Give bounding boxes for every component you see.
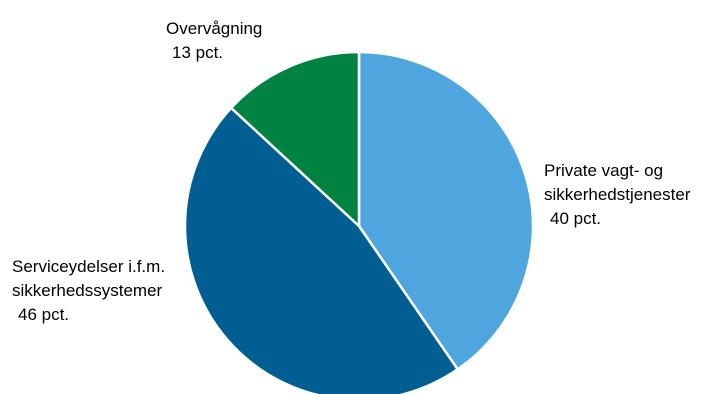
slice-label-line: Overvågning [166,19,263,38]
slice-label-private-guard-services: Private vagt- og sikkerhedstjenester 40 … [544,159,690,231]
slice-label-line: Private vagt- og [544,161,664,180]
slice-label-security-system-services: Serviceydelser i.f.m. sikkerhedssystemer… [12,255,165,327]
slice-label-line: Serviceydelser i.f.m. [12,257,166,276]
slice-private-guard-services [357,50,535,371]
slice-value-label: 46 pct. [18,305,70,324]
slice-label-line: sikkerhedstjenester [544,185,691,204]
slice-label-line: sikkerhedssystemer [12,281,163,300]
slice-security-system-services [183,106,459,394]
slice-value-label: 13 pct. [172,43,224,62]
slice-label-surveillance: Overvågning 13 pct. [166,17,262,65]
pie-slices [183,50,535,394]
slice-value-label: 40 pct. [550,209,602,228]
slice-surveillance [229,50,361,228]
